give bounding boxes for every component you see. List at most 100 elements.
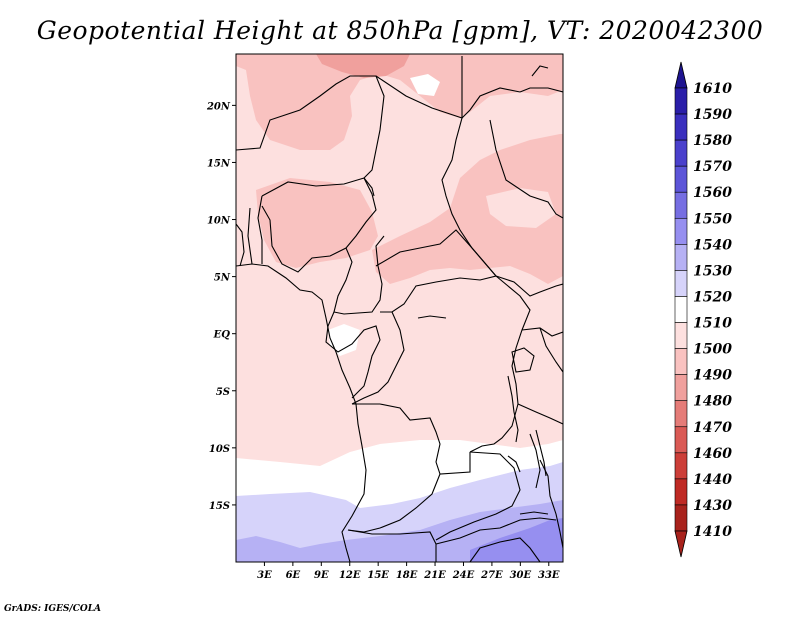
border-benin-togo — [247, 195, 263, 265]
colorbar-label: 1480 — [693, 394, 732, 410]
lat-tick-label: EQ — [213, 330, 231, 341]
lat-tick-label: 15S — [209, 501, 230, 512]
border-zambia — [435, 451, 521, 541]
chart-title: Geopotential Height at 850hPa [gpm], VT:… — [36, 16, 764, 45]
colorbar-cell — [674, 296, 688, 323]
colorbar-cells — [674, 61, 688, 558]
colorbar-cell — [674, 478, 688, 506]
colorbar-label: 1490 — [693, 368, 732, 384]
border-ghana — [236, 223, 245, 267]
lon-tick-label: 3E — [257, 570, 272, 581]
map-frame — [235, 53, 564, 563]
border-congo-gabon — [325, 311, 381, 399]
band-1510-patch-gabon — [328, 324, 360, 356]
colorbar-label: 1550 — [693, 211, 732, 227]
lat-tick-label: 5N — [214, 273, 231, 284]
band-1510-patch-north — [410, 74, 440, 96]
colorbar-cell — [674, 139, 688, 167]
border-malawi — [529, 433, 541, 489]
border-cameroon — [333, 235, 385, 315]
band-1490-libya — [440, 64, 500, 92]
colorbar-label: 1540 — [693, 237, 732, 253]
colorbar-labels: 1610 1590 1580 1570 1560 1550 1540 1530 1520 1510… — [693, 81, 732, 540]
colorbar-cell — [674, 217, 688, 245]
band-1480-north — [316, 54, 410, 78]
colorbar-top-arrow — [674, 61, 688, 89]
lon-tick-label: 9E — [314, 570, 329, 581]
border-zimbabwe — [435, 517, 557, 545]
band-1540-southeast — [470, 518, 563, 562]
border-niger-chad — [375, 56, 463, 119]
border-drc-east — [469, 275, 531, 453]
lat-tick-label: 15N — [207, 158, 231, 169]
colorbar-cell — [674, 87, 688, 115]
lat-tick-label: 10N — [207, 216, 231, 227]
colorbar-label: 1470 — [693, 420, 732, 436]
colorbar-label: 1460 — [693, 446, 732, 462]
colorbar-label: 1560 — [693, 185, 732, 201]
colorbar-cell — [674, 191, 688, 219]
lon-tick-label: 30E — [510, 570, 532, 581]
border-lines — [236, 56, 563, 562]
latitude-axis: 20N 15N 10N 5N EQ 5S 10S 15S — [206, 101, 236, 512]
border-kenya-uganda — [521, 327, 563, 337]
colorbar-cell — [674, 426, 688, 454]
border-kenya-south — [539, 327, 563, 373]
border-south-sudan-ethiopia — [489, 119, 563, 219]
colorbar-cell — [674, 452, 688, 480]
border-mali-niger — [236, 75, 385, 179]
red-sea-coast — [531, 65, 549, 77]
border-mozambique — [539, 459, 563, 549]
longitude-axis: 3E 6E 9E 12E 15E 18E 21E 24E 27E 30E 33E — [257, 562, 560, 581]
colorbar-cell — [674, 374, 688, 402]
colorbar-cell — [674, 113, 688, 141]
colorbar-label: 1580 — [693, 133, 732, 149]
lat-tick-label: 20N — [206, 101, 231, 112]
lake-tanganyika — [507, 375, 519, 443]
colorbar-cell — [674, 504, 688, 532]
border-namibia — [347, 529, 437, 562]
shading-layer — [236, 54, 563, 562]
border-sudan-south — [495, 275, 563, 297]
colorbar-label: 1510 — [693, 316, 732, 332]
colorbar-label: 1440 — [693, 472, 732, 488]
colorbar-label: 1430 — [693, 498, 732, 514]
lon-tick-label: 33E — [538, 570, 560, 581]
colorbar-cell — [674, 400, 688, 428]
coastline — [236, 263, 367, 562]
lat-tick-label: 10S — [209, 444, 230, 455]
lon-tick-label: 12E — [339, 570, 361, 581]
colorbar-cell — [674, 270, 688, 297]
lon-tick-label: 21E — [423, 570, 446, 581]
colorbar-cell — [674, 244, 688, 271]
lon-tick-label: 27E — [480, 570, 503, 581]
border-botswana — [469, 537, 541, 562]
colorbar-cell — [674, 322, 688, 349]
lon-tick-label: 6E — [286, 570, 301, 581]
border-drc-rc — [351, 311, 405, 405]
colorbar-cell — [674, 165, 688, 193]
river-congo — [417, 315, 447, 319]
border-angola — [347, 403, 471, 533]
band-1500-patch-chad — [372, 112, 430, 160]
colorbar-label: 1500 — [693, 342, 732, 358]
border-egypt-sudan — [461, 87, 521, 119]
colorbar-label: 1410 — [693, 524, 732, 540]
colorbar-label: 1520 — [693, 289, 732, 305]
border-nigeria — [261, 177, 377, 273]
lon-tick-label: 15E — [367, 570, 389, 581]
lon-tick-label: 18E — [396, 570, 418, 581]
colorbar-label: 1570 — [693, 159, 732, 175]
border-tanzania — [517, 403, 563, 425]
colorbar-cell — [674, 348, 688, 375]
colorbar-label: 1610 — [693, 81, 732, 97]
lake-mweru — [507, 455, 521, 473]
lake-victoria — [511, 347, 535, 373]
lat-tick-label: 5S — [216, 387, 230, 398]
lake-malawi — [535, 429, 547, 477]
colorbar-label: 1530 — [693, 263, 732, 279]
lake-chad — [363, 177, 375, 197]
lake-kariba — [519, 511, 549, 515]
